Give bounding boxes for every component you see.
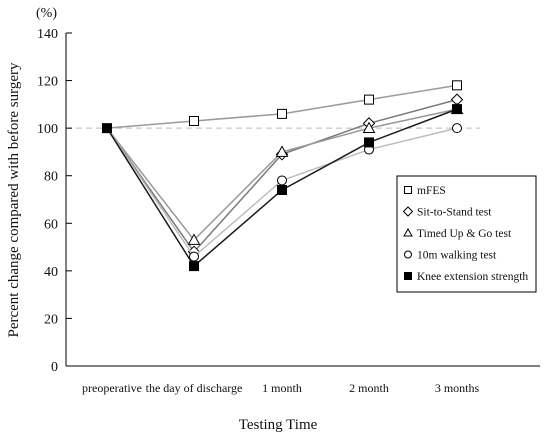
- x-tick-label-3: 2 month: [349, 381, 389, 395]
- axes: [65, 33, 540, 367]
- y-tick-label-140: 140: [37, 27, 58, 42]
- x-tick-label-0: preoperative: [82, 381, 142, 395]
- series-0-point-4: [452, 80, 462, 91]
- series: [102, 80, 464, 272]
- series-4-point-3: [364, 137, 374, 148]
- y-tick-label-120: 120: [37, 75, 58, 90]
- x-tick-label-2: 1 month: [262, 381, 302, 395]
- y-ticks: 0 20 40 60 80 100 120 140: [37, 27, 72, 375]
- series-2-point-1: [187, 233, 201, 245]
- legend-label-2: Timed Up & Go test: [417, 228, 512, 240]
- y-tick-label-0: 0: [51, 360, 58, 375]
- x-axis-title: Testing Time: [239, 417, 318, 433]
- x-tick-label-1: the day of discharge: [146, 381, 243, 395]
- y-tick-label-60: 60: [44, 217, 58, 232]
- series-4-point-0: [102, 123, 112, 134]
- x-tick-label-4: 3 months: [435, 381, 480, 395]
- y-tick-label-20: 20: [44, 312, 58, 327]
- y-tick-label-80: 80: [44, 170, 58, 185]
- legend-item-1: Sit-to-Stand test: [402, 206, 492, 219]
- series-3-point-4: [452, 123, 462, 134]
- legend-marker-1: [402, 206, 414, 217]
- x-tick-labels: preoperative the day of discharge 1 month 2…: [82, 381, 479, 395]
- series-4: [102, 104, 462, 272]
- legend-item-4: Knee extension strength: [404, 271, 528, 283]
- legend-label-4: Knee extension strength: [417, 271, 528, 283]
- y-axis-unit: (%): [36, 6, 57, 21]
- legend-marker-2: [403, 227, 413, 237]
- legend-marker-3: [404, 250, 412, 259]
- legend-item-3: 10m walking test: [404, 250, 497, 262]
- legend-label-0: mFES: [417, 185, 446, 197]
- y-tick-label-40: 40: [44, 265, 58, 280]
- legend-marker-0: [404, 186, 412, 194]
- series-3-point-1: [189, 251, 199, 262]
- legend-marker-4: [404, 272, 412, 280]
- y-tick-label-100: 100: [37, 122, 58, 137]
- y-axis-title: Percent change compared with before surg…: [6, 62, 22, 338]
- series-0-point-3: [364, 94, 374, 105]
- series-4-point-1: [189, 261, 199, 272]
- series-2-point-2: [275, 145, 289, 157]
- series-4-point-2: [277, 184, 287, 195]
- legend: mFES Sit-to-Stand test Timed Up & Go test 1…: [396, 175, 537, 293]
- legend-label-3: 10m walking test: [417, 250, 497, 262]
- series-0-point-2: [277, 108, 287, 119]
- series-4-point-4: [452, 104, 462, 115]
- series-3-point-2: [277, 175, 287, 186]
- series-0-point-1: [189, 116, 199, 127]
- legend-box: [396, 175, 537, 293]
- legend-item-0: mFES: [404, 185, 446, 197]
- series-0: [106, 80, 462, 129]
- legend-label-1: Sit-to-Stand test: [417, 207, 492, 219]
- series-2-point-3: [362, 121, 376, 134]
- legend-item-2: Timed Up & Go test: [403, 227, 512, 240]
- series-line-0: [106, 84, 458, 129]
